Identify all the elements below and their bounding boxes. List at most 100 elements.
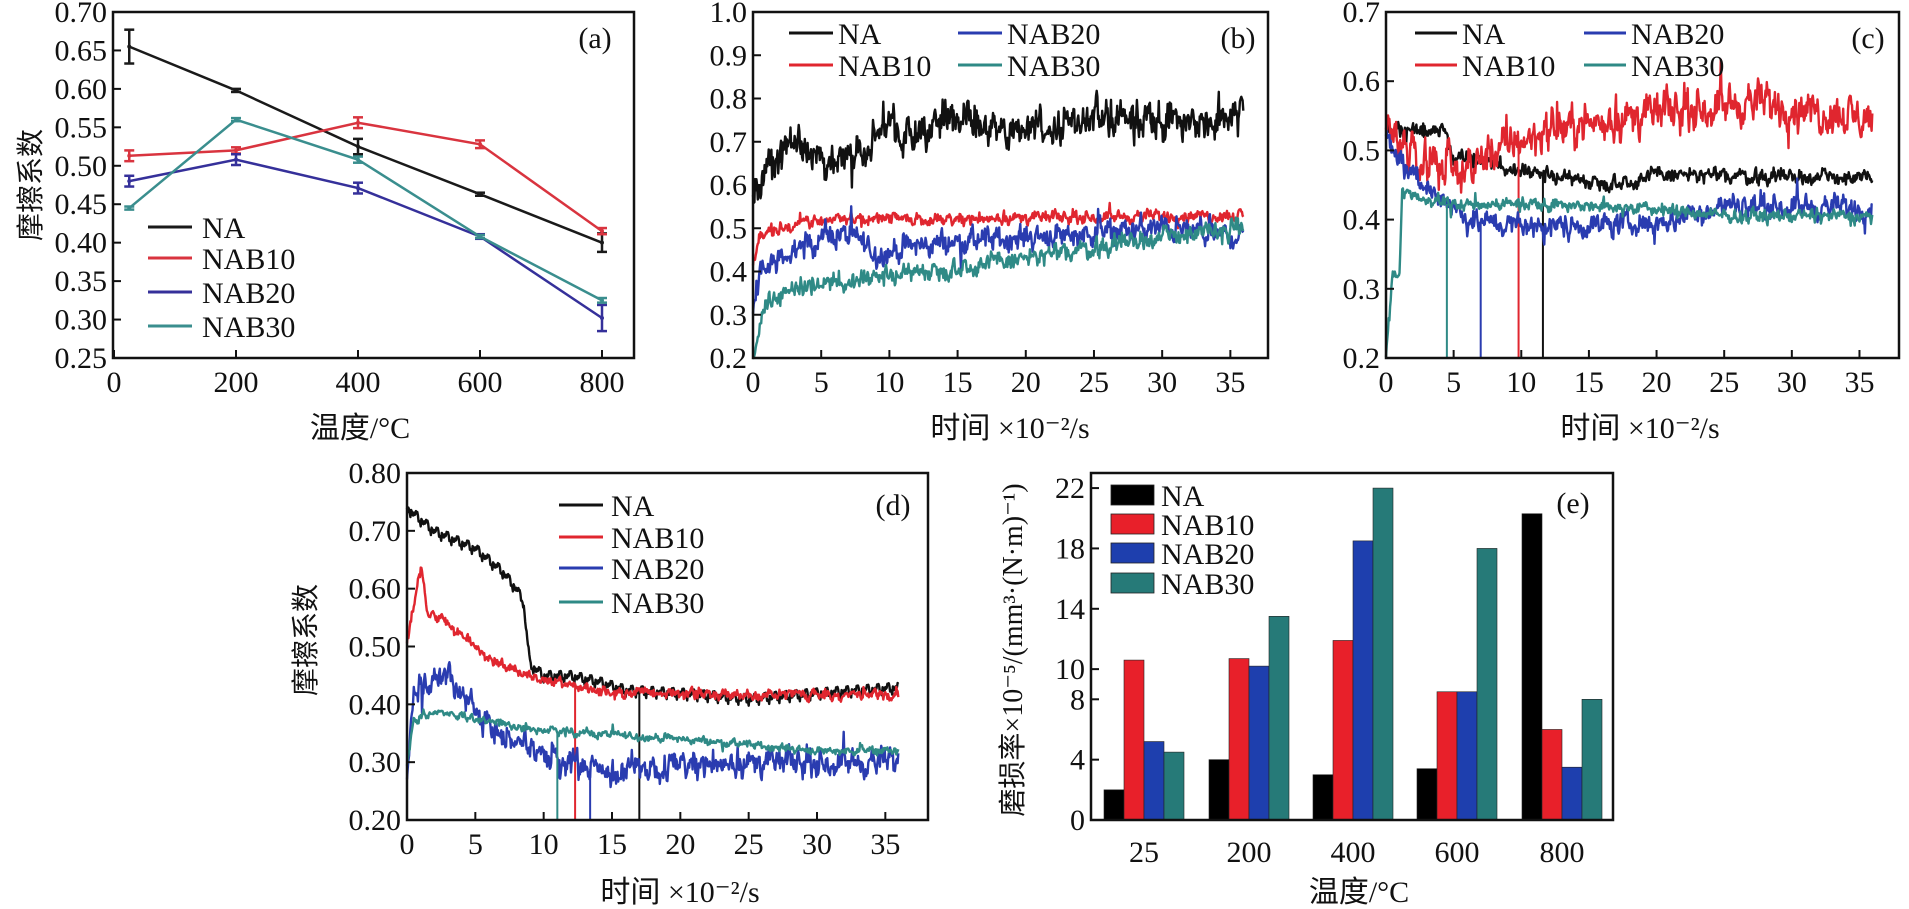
data-point-NAB30 — [234, 117, 238, 122]
y-tick-label: 0 — [1070, 804, 1085, 837]
data-point-NAB10 — [600, 229, 604, 234]
y-tick-label: 0.4 — [710, 256, 748, 289]
x-axis-label: 温度/°C — [1309, 876, 1409, 909]
x-tick-label: 15 — [943, 366, 973, 399]
panel-d: 0.20 0.30 0.40 0.50 0.60 0.70 0.80 0 5 10 15 20 25 30… — [290, 457, 930, 909]
bar-NA-25 — [1103, 789, 1125, 821]
y-tick-label: 0.50 — [55, 150, 108, 183]
x-tick-label: 10 — [1506, 366, 1536, 399]
bar-NAB10-800 — [1541, 729, 1563, 821]
y-axis-label: 摩擦系数 — [290, 584, 322, 696]
legend-label: NA — [1161, 480, 1205, 513]
y-tick-label: 0.6 — [710, 169, 748, 202]
bar-NAB30-25 — [1163, 751, 1185, 821]
data-point-NAB30 — [356, 157, 360, 162]
legend-label: NAB20 — [611, 553, 704, 586]
legend-item-NAB10: NAB10 — [1110, 509, 1254, 542]
series-line-NAB20 — [751, 205, 1245, 314]
y-tick-label: 8 — [1070, 683, 1085, 716]
y-tick-label: 0.60 — [55, 73, 108, 106]
series-line-NAB10 — [405, 566, 900, 704]
legend-label: NAB10 — [611, 522, 704, 555]
data-point-NAB30 — [600, 298, 604, 303]
panel-label: (b) — [1221, 22, 1256, 55]
data-point-NA — [234, 88, 238, 93]
legend-item-NAB30: NAB30 — [1584, 50, 1724, 83]
y-tick-label: 0.40 — [349, 688, 402, 721]
data-point-NAB10 — [478, 142, 482, 147]
panel-a: 0.25 0.30 0.35 0.40 0.45 0.50 0.55 0.60 0.65 0.70… — [15, 0, 636, 445]
y-axis-label: 磨损率×10⁻⁵/(mm³·(N·m)⁻¹) — [997, 483, 1029, 816]
bar-NA-600 — [1416, 768, 1438, 821]
legend-item-NAB20: NAB20 — [148, 277, 295, 310]
legend-label: NA — [611, 490, 655, 523]
bar-NAB30-600 — [1476, 548, 1498, 821]
x-tick-label: 25 — [1079, 366, 1109, 399]
legend-item-NAB30: NAB30 — [559, 587, 704, 620]
y-tick-label: 1.0 — [710, 0, 748, 29]
x-tick-label: 400 — [336, 366, 381, 399]
legend-item-NAB30: NAB30 — [1110, 568, 1254, 601]
legend-item-NAB10: NAB10 — [789, 50, 931, 83]
legend-label: NAB20 — [1161, 538, 1254, 571]
x-tick-label: 35 — [870, 828, 900, 861]
plot-area — [405, 506, 900, 820]
bar-NAB10-600 — [1436, 691, 1458, 821]
y-tick-label: 0.5 — [1343, 134, 1381, 167]
data-point-NAB10 — [356, 120, 360, 125]
panel-label: (a) — [578, 22, 611, 55]
legend-label: NAB10 — [202, 243, 295, 276]
legend-label: NAB30 — [1007, 50, 1100, 83]
legend-label: NAB20 — [1007, 18, 1100, 51]
x-tick-label: 5 — [1446, 366, 1461, 399]
data-point-NA — [356, 144, 360, 149]
x-axis-label: 时间 ×10⁻²/s — [600, 876, 759, 909]
legend-item-NAB20: NAB20 — [1584, 18, 1724, 51]
bar-NA-400 — [1312, 774, 1334, 821]
legend-label: NAB20 — [1631, 18, 1724, 51]
data-point-NAB20 — [600, 316, 604, 321]
legend-item-NAB20: NAB20 — [559, 553, 704, 586]
legend-label: NA — [202, 212, 246, 245]
series-line-NAB30 — [405, 708, 900, 766]
x-tick-label: 600 — [458, 366, 503, 399]
legend-label: NAB20 — [202, 277, 295, 310]
panel-e: 0 4 810 14 18 22 25 200 400 600 800 (e) 温度/°C 磨损率×10⁻… — [997, 471, 1615, 909]
y-tick-label: 14 — [1055, 593, 1085, 626]
data-point-NAB10 — [127, 153, 132, 158]
y-tick-label: 0.7 — [1343, 0, 1381, 29]
y-tick-label: 0.3 — [710, 299, 748, 332]
y-axis-label: 摩擦系数 — [15, 129, 47, 241]
legend-item-NAB20: NAB20 — [1110, 538, 1254, 571]
x-axis-label: 时间 ×10⁻²/s — [1560, 412, 1719, 445]
data-point-NA — [478, 192, 482, 197]
legend-item-NAB10: NAB10 — [559, 522, 704, 555]
y-tick-label: 0.35 — [55, 265, 108, 298]
plot-area — [1384, 58, 1874, 358]
x-tick-label: 25 — [1709, 366, 1739, 399]
bar-NAB30-200 — [1268, 616, 1290, 821]
legend-item-NA: NA — [1415, 18, 1506, 51]
y-tick-label: 0.7 — [710, 126, 748, 159]
x-tick-label: 600 — [1435, 836, 1480, 869]
x-axis-label: 温度/°C — [310, 412, 410, 445]
y-tick-label: 0.40 — [55, 227, 108, 260]
x-tick-label: 200 — [214, 366, 259, 399]
panel-label: (d) — [876, 489, 911, 522]
y-tick-label: 0.8 — [710, 83, 748, 116]
y-tick-label: 0.65 — [55, 34, 108, 67]
y-tick-label: 0.70 — [55, 0, 108, 29]
x-tick-label: 400 — [1331, 836, 1376, 869]
x-tick-label: 0 — [400, 828, 415, 861]
legend-item-NA: NA — [789, 18, 882, 51]
bar-NA-200 — [1208, 759, 1230, 821]
x-tick-label: 15 — [1574, 366, 1604, 399]
y-tick-label: 0.55 — [55, 111, 108, 144]
data-point-NA — [127, 44, 132, 49]
x-tick-label: 30 — [802, 828, 832, 861]
plot-area — [751, 89, 1245, 360]
y-tick-label: 22 — [1055, 472, 1085, 505]
